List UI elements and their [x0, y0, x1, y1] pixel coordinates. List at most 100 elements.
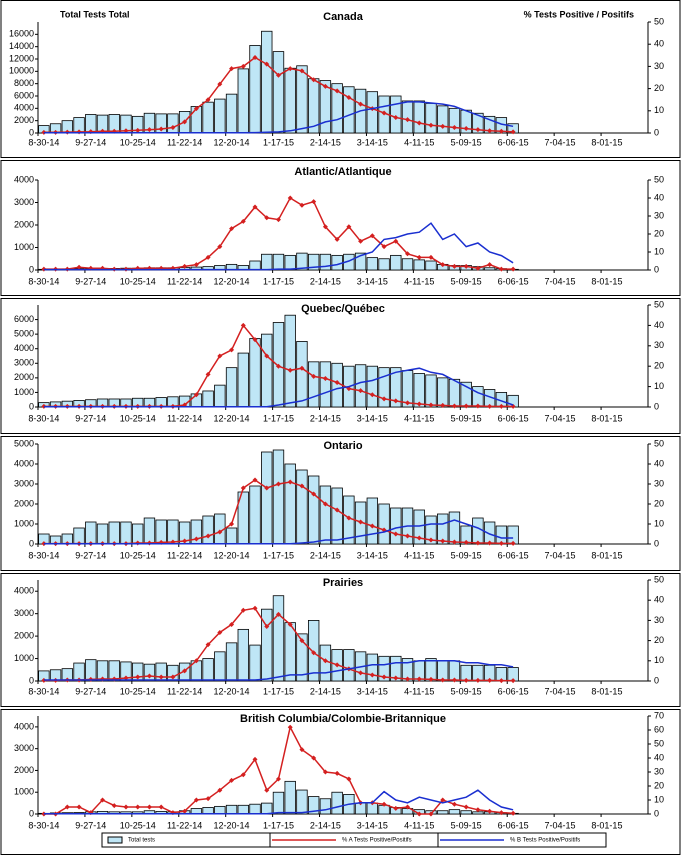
point-marker: [498, 678, 504, 684]
point-marker: [193, 797, 199, 803]
x-tick-label: 4-11-15: [404, 820, 434, 830]
bar: [472, 517, 484, 545]
bar: [378, 503, 390, 545]
bar: [331, 487, 343, 545]
bar: [214, 384, 226, 408]
bar: [237, 804, 249, 815]
point-marker: [428, 254, 434, 260]
point-marker: [205, 796, 211, 802]
x-tick-label: 2-14-15: [310, 550, 341, 560]
point-marker: [299, 483, 305, 489]
point-marker: [405, 804, 411, 810]
x-tick-label: 8-01-15: [591, 137, 622, 147]
bar: [261, 802, 273, 815]
bar: [296, 633, 308, 682]
x-tick-label: 12-20-14: [214, 820, 250, 830]
bar: [483, 267, 496, 271]
point-marker: [287, 621, 293, 627]
bar: [225, 93, 238, 134]
x-tick-label: 11-22-14: [167, 137, 202, 147]
point-marker: [287, 724, 293, 730]
point-marker: [170, 674, 176, 680]
bar: [249, 485, 261, 545]
bar: [366, 497, 379, 545]
point-marker: [311, 650, 317, 656]
bar: [401, 258, 414, 271]
bar: [378, 655, 390, 682]
point-marker: [416, 120, 422, 126]
point-marker: [264, 61, 270, 67]
y-tick-label: 3000: [14, 478, 34, 488]
point-marker: [135, 127, 141, 133]
series-line: [43, 367, 514, 408]
bar: [225, 527, 238, 545]
y2-tick-label: 50: [654, 438, 664, 448]
y2-tick-label: 30: [654, 340, 664, 350]
point-marker: [193, 392, 199, 398]
point-marker: [193, 658, 199, 664]
y2-tick-label: 20: [654, 635, 664, 645]
point-marker: [41, 677, 47, 683]
y-tick-label: 0: [29, 538, 34, 548]
x-tick-label: 11-22-14: [167, 550, 202, 560]
point-marker: [428, 122, 434, 128]
point-marker: [451, 539, 457, 545]
bar: [307, 796, 320, 815]
point-marker: [311, 77, 317, 83]
x-tick-label: 10-25-14: [120, 820, 156, 830]
bar: [472, 112, 484, 134]
point-marker: [346, 776, 352, 782]
y2-tick-label: 20: [654, 228, 664, 238]
point-marker: [451, 263, 457, 269]
point-marker: [135, 674, 141, 680]
bar: [448, 378, 461, 408]
point-marker: [299, 68, 305, 74]
bar: [296, 65, 308, 134]
x-tick-label: 6-06-15: [498, 276, 529, 286]
x-tick-label: 10-25-14: [120, 276, 156, 286]
point-marker: [487, 403, 493, 409]
point-marker: [475, 265, 481, 271]
bar: [261, 608, 273, 682]
point-marker: [240, 485, 246, 491]
x-tick-label: 6-06-15: [498, 686, 529, 696]
point-marker: [475, 807, 481, 813]
y-tick-label: 3000: [14, 197, 34, 207]
bar: [437, 810, 449, 815]
bar: [319, 80, 332, 134]
bar: [143, 517, 156, 545]
y-tick-label: 1000: [14, 653, 34, 663]
y2-tick-label: 50: [654, 174, 664, 184]
bar: [390, 507, 402, 545]
point-marker: [416, 401, 422, 407]
point-marker: [428, 676, 434, 682]
y-tick-label: 3000: [14, 608, 34, 618]
point-marker: [405, 533, 411, 539]
bar: [331, 791, 343, 815]
point-marker: [405, 117, 411, 123]
bar: [85, 521, 97, 545]
point-marker: [510, 810, 516, 816]
bar: [319, 798, 332, 815]
point-marker: [170, 124, 176, 130]
x-tick-label: 8-30-14: [28, 550, 59, 560]
y2-tick-label: 10: [654, 655, 664, 665]
point-marker: [498, 128, 504, 134]
point-marker: [358, 238, 364, 244]
legend-box: [101, 832, 607, 848]
y2-tick-label: 0: [654, 127, 659, 137]
y2-tick-label: 30: [654, 478, 664, 488]
bar: [96, 523, 109, 545]
bar: [202, 515, 214, 545]
point-marker: [252, 605, 258, 611]
bar: [378, 367, 390, 408]
point-marker: [358, 670, 364, 676]
y2-tick-label: 50: [654, 574, 664, 584]
x-tick-label: 1-17-15: [263, 413, 294, 423]
y2-tick-label: 40: [654, 752, 664, 762]
x-tick-label: 8-30-14: [28, 137, 59, 147]
legend-label: % A Tests Positive/Positifs: [342, 838, 412, 844]
y2-tick-label: 20: [654, 498, 664, 508]
point-marker: [451, 801, 457, 807]
point-marker: [487, 262, 493, 268]
